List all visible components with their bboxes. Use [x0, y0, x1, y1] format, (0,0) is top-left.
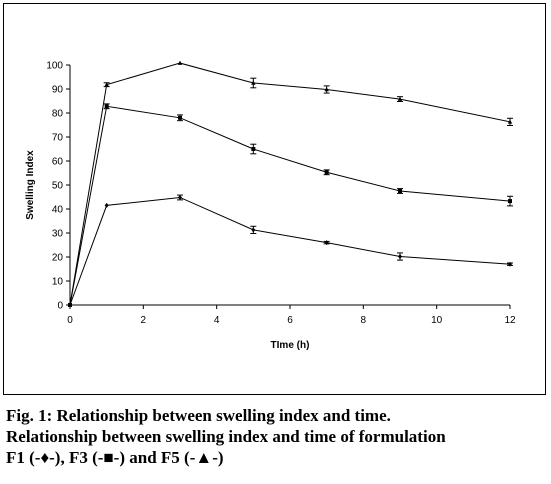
- figure-caption: Fig. 1: Relationship between swelling in…: [6, 405, 551, 468]
- y-tick-label: 40: [52, 205, 64, 216]
- caption-line-2: Relationship between swelling index and …: [6, 427, 446, 446]
- series-1-point: [251, 227, 256, 233]
- x-tick-label: 12: [504, 315, 516, 326]
- caption-line-1: Fig. 1: Relationship between swelling in…: [6, 406, 391, 425]
- series-2-point: [104, 104, 109, 109]
- y-tick-label: 80: [52, 109, 64, 120]
- series-1-point: [178, 194, 182, 200]
- chart-frame: [3, 3, 546, 395]
- series-2-point: [398, 189, 402, 193]
- series-3-line: [69, 62, 511, 306]
- y-tick-label: 90: [52, 85, 64, 96]
- series-3-point: [397, 96, 403, 101]
- caption-line-3: F1 (-♦-), F3 (-■-) and F5 (-▲-): [6, 448, 224, 467]
- series-1-point: [398, 254, 402, 260]
- series-3-point: [104, 82, 109, 87]
- series-2-point: [508, 199, 512, 204]
- y-tick-label: 30: [52, 229, 64, 240]
- series-1-point: [324, 240, 329, 246]
- series-1-line: [69, 196, 511, 306]
- series-3-point: [67, 302, 73, 307]
- x-tick-label: 8: [361, 315, 367, 326]
- series-3-point: [324, 86, 329, 92]
- series-2-line: [69, 105, 511, 306]
- x-tick-label: 2: [141, 315, 147, 326]
- series-1-point: [104, 202, 109, 208]
- series-2-point: [324, 170, 329, 175]
- series-2-point: [251, 147, 256, 151]
- y-tick-label: 60: [52, 157, 64, 168]
- y-tick-label: 10: [52, 277, 64, 288]
- series-3-point: [251, 80, 256, 85]
- series-3-point: [177, 60, 183, 65]
- y-tick-label: 100: [46, 61, 63, 72]
- y-tick-label: 50: [52, 181, 64, 192]
- series-2-point: [178, 115, 182, 120]
- y-tick-label: 20: [52, 253, 64, 264]
- x-tick-label: 6: [287, 315, 293, 326]
- series-3-point: [507, 119, 513, 124]
- x-tick-label: 4: [214, 315, 220, 326]
- x-tick-label: 10: [431, 315, 443, 326]
- y-tick-label: 0: [57, 301, 63, 312]
- swelling-index-chart: 0 10 20 30 40 50 60 70 80 90 100 0 2 4 6 8 10 12 TIme (h) S…: [25, 60, 516, 352]
- series-1-point: [508, 261, 512, 267]
- y-axis-title: Swelling Index: [25, 150, 36, 220]
- x-tick-label: 0: [67, 315, 73, 326]
- y-tick-label: 70: [52, 133, 64, 144]
- x-axis-title: TIme (h): [271, 340, 310, 351]
